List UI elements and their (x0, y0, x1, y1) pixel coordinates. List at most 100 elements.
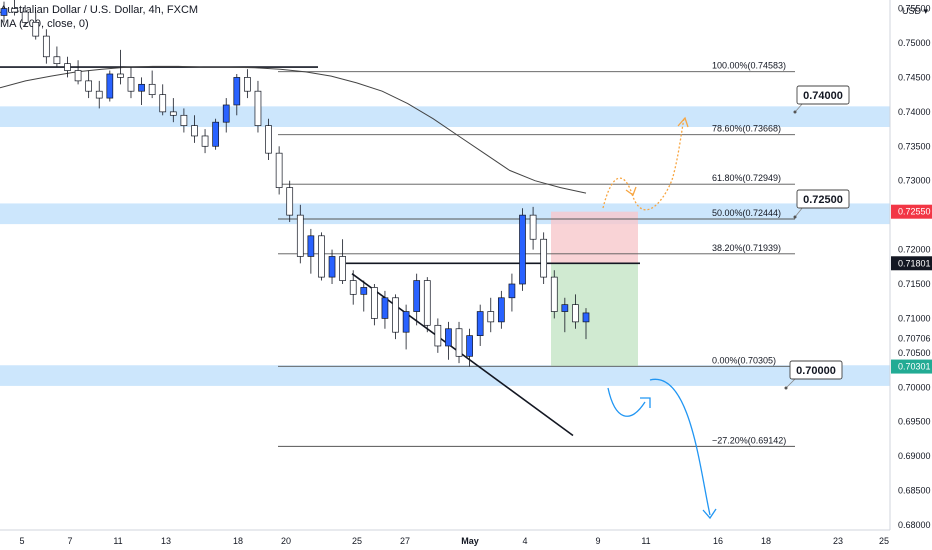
currency-label: USD ▾ (902, 6, 929, 16)
candle-body (244, 77, 251, 92)
fib-level-label: −27.20%(0.69142) (712, 435, 786, 445)
time-tick-label: 7 (67, 536, 72, 546)
candle-body (74, 70, 82, 82)
price-badge-label: 0.70301 (898, 362, 931, 372)
candle-body (85, 80, 93, 92)
candle-body (508, 283, 516, 299)
price-tick-label: 0.74500 (898, 72, 931, 82)
bullish-pullback-arrowhead (625, 186, 637, 197)
bearish-projection-path (607, 378, 711, 516)
candle-body (286, 187, 294, 216)
candle-body (423, 280, 431, 326)
candle-body (402, 311, 410, 333)
stop-loss-area (551, 211, 638, 264)
price-tick-label: 0.73500 (898, 141, 931, 151)
candle-body (360, 287, 368, 295)
price-tick-label: 0.70500 (898, 348, 931, 358)
symbol-title: Australian Dollar / U.S. Dollar, 4h, FXC… (0, 4, 199, 16)
price-tick-label: 0.70706 (898, 334, 931, 344)
candle-body (64, 63, 71, 71)
candle-body (381, 297, 389, 319)
candle-body (106, 73, 114, 99)
price-tick-label: 0.70000 (898, 382, 931, 392)
time-tick-label: May (461, 536, 479, 546)
price-tick-label: 0.73000 (898, 176, 931, 186)
time-tick-label: 25 (352, 536, 362, 546)
risk-reward-box (343, 211, 640, 367)
callout-box (789, 360, 843, 380)
fibonacci-levels: 100.00%(0.74583) 78.60%(0.73668) 61.80%(0.… (278, 61, 795, 447)
candle-body (95, 90, 103, 99)
candle-body (392, 297, 399, 333)
price-badge (891, 359, 932, 374)
callout-box (796, 189, 850, 209)
price-tick-label: 0.75500 (898, 4, 931, 14)
time-tick-label: 18 (761, 536, 771, 546)
candle-body (148, 83, 156, 95)
bullish-projection-path (602, 117, 685, 211)
price-tick-label: 0.71500 (898, 279, 931, 289)
take-profit-area (551, 263, 638, 367)
bearish-arrowhead (702, 508, 717, 520)
candle-body (540, 238, 548, 278)
candle-body (519, 214, 526, 285)
price-tick-label: 0.72000 (898, 245, 931, 255)
zone-band (0, 106, 890, 128)
candle-body (328, 256, 336, 278)
candle-body (254, 90, 262, 126)
price-tick-label: 0.69000 (898, 451, 931, 461)
ma-200-line (0, 65, 587, 194)
price-tick-label: 0.74000 (898, 107, 931, 117)
time-tick-label: 23 (833, 536, 843, 546)
fib-level-label: 38.20%(0.71939) (712, 243, 781, 253)
bullish-arrowhead (677, 116, 689, 128)
candle-body (582, 312, 590, 323)
candle-body (233, 77, 241, 106)
price-axis[interactable]: USD ▾0.75500 0.75000 0.74500 0.74000 0.73500… (889, 0, 932, 530)
candle-body (275, 152, 283, 188)
candle-body (169, 111, 177, 116)
candle-body (307, 235, 315, 257)
time-tick-label: 27 (400, 536, 410, 546)
price-tick-label: 0.71000 (898, 313, 931, 323)
fib-level-label: 0.00%(0.70305) (712, 355, 776, 365)
fib-level-label: 100.00%(0.74583) (712, 61, 786, 71)
candle-body (191, 125, 198, 137)
candle-body (561, 304, 569, 312)
time-tick-label: 11 (113, 536, 122, 546)
time-tick-label: 20 (281, 536, 291, 546)
time-tick-label: 18 (233, 536, 243, 546)
callout-label: 0.74000 (803, 90, 843, 102)
time-axis[interactable]: 5 7 11 13 18 20 25 27 May 4 9 11 16 18 23 25 (0, 529, 890, 546)
candle-body (413, 280, 421, 312)
candles (0, 0, 590, 367)
callout-label: 0.72500 (803, 194, 843, 206)
candle-body (455, 328, 463, 357)
candle-body (180, 114, 188, 126)
candle-body (550, 276, 558, 312)
candle-body (21, 11, 29, 23)
price-tick-label: 0.75000 (898, 38, 931, 48)
callout-anchor (793, 110, 797, 114)
candle-body (0, 8, 8, 16)
candle-body (572, 304, 579, 323)
candle-body (339, 256, 346, 281)
time-tick-label: 4 (522, 536, 527, 546)
price-badge (891, 204, 932, 219)
callout-leader (794, 206, 804, 218)
time-tick-label: 5 (19, 536, 24, 546)
callout-anchor (793, 215, 797, 219)
trend-lines (0, 66, 574, 437)
bearish-bounce-arrowhead (640, 397, 651, 408)
candle-body (466, 335, 473, 357)
candle-body (127, 77, 135, 92)
time-tick-label: 13 (161, 536, 171, 546)
time-tick-label: 25 (879, 536, 889, 546)
candle-body (445, 328, 452, 347)
candle-body (42, 35, 50, 58)
fib-level-label: 50.00%(0.72444) (712, 208, 781, 218)
callout-box (796, 85, 850, 105)
candle-body (201, 135, 209, 147)
fib-level-label: 78.60%(0.73668) (712, 124, 781, 134)
